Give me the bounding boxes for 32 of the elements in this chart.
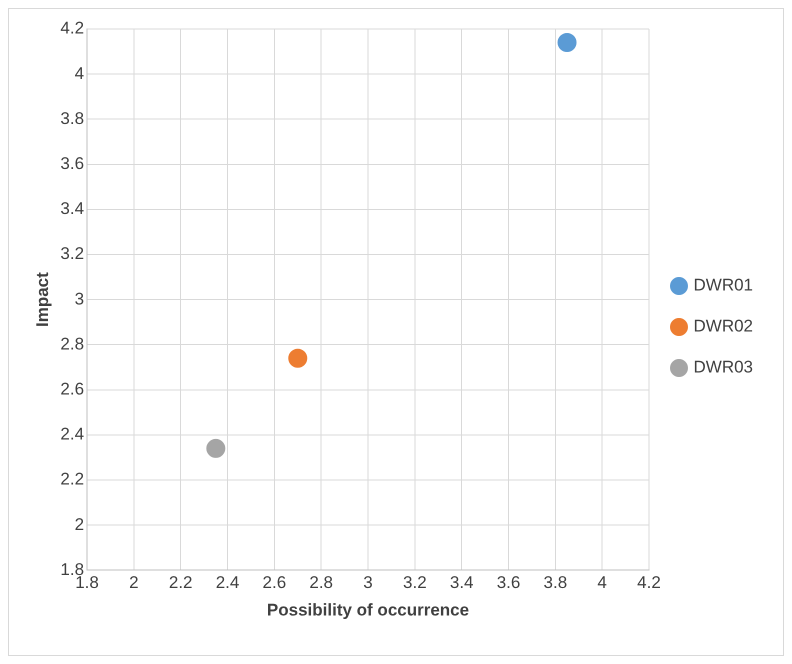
x-tick-label: 2.8 xyxy=(309,573,333,592)
legend-label: DWR01 xyxy=(693,276,754,295)
y-tick-label: 2.6 xyxy=(60,379,84,398)
y-tick-label: 2 xyxy=(74,514,84,534)
y-tick-label: 2.8 xyxy=(60,334,84,354)
x-axis-title: Possibility of occurrence xyxy=(266,600,470,620)
x-tick-label: 2.4 xyxy=(216,573,240,592)
y-tick-label: 2.2 xyxy=(60,470,84,489)
x-tick-label: 2.6 xyxy=(262,573,286,592)
point xyxy=(558,33,577,52)
y-tick-label: 3.2 xyxy=(60,244,84,264)
y-axis-title: Impact xyxy=(32,272,52,327)
y-tick-label: 3.6 xyxy=(60,154,84,173)
x-tick-label: 3.4 xyxy=(450,573,474,592)
legend-label: DWR03 xyxy=(693,358,754,377)
y-tick-label: 4.2 xyxy=(60,18,84,38)
x-tick-label: 2.2 xyxy=(168,573,193,592)
y-tick-label: 3.4 xyxy=(60,199,84,218)
x-tick-label: 4.2 xyxy=(637,573,661,592)
point xyxy=(288,348,308,368)
y-tick-label: 3 xyxy=(74,289,84,308)
y-tick-label: 3.8 xyxy=(60,108,84,128)
x-tick-label: 3.2 xyxy=(403,573,427,592)
x-tick-label: 2 xyxy=(129,573,139,592)
point xyxy=(206,438,226,458)
x-tick-label: 3.6 xyxy=(496,573,520,592)
x-tick-label: 4 xyxy=(597,573,607,592)
x-tick-label: 3.8 xyxy=(544,573,568,592)
y-tick-label: 2.4 xyxy=(60,424,84,444)
y-tick-label: 4 xyxy=(74,64,84,83)
x-tick-label: 3 xyxy=(363,573,373,592)
legend-label: DWR02 xyxy=(693,316,754,336)
